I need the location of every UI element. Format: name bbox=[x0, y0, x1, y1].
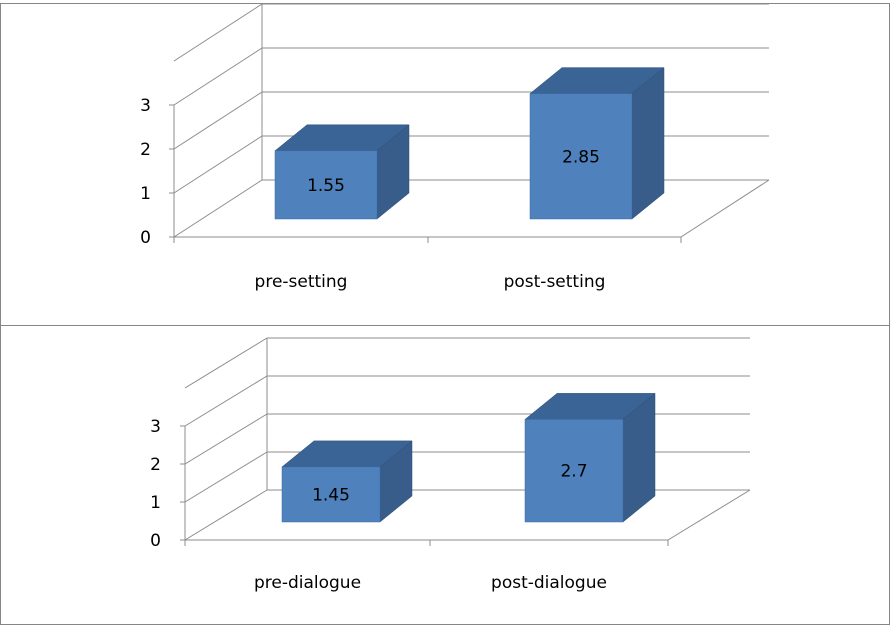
category-label: pre-setting bbox=[255, 272, 348, 292]
y-tick-label: 1 bbox=[140, 184, 151, 204]
side-wall-gridline bbox=[184, 413, 268, 465]
chart-bottom: 0 1 2 3 1.45 2.7 pre-dialogue post-dialogue bbox=[150, 337, 751, 593]
y-tick-label: 1 bbox=[150, 493, 161, 513]
bar-pre-dialogue bbox=[281, 466, 381, 523]
floor-edge bbox=[680, 179, 770, 238]
side-wall-gridline bbox=[184, 451, 268, 503]
data-label: 2.7 bbox=[560, 462, 587, 482]
y-tick-label: 0 bbox=[150, 531, 161, 551]
side-wall-gridline bbox=[173, 47, 263, 106]
side-wall-gridline bbox=[184, 337, 268, 389]
floor-edge bbox=[667, 489, 751, 541]
bar-post-setting bbox=[529, 93, 633, 220]
y-tick-label: 0 bbox=[140, 228, 151, 248]
category-label: post-dialogue bbox=[491, 573, 607, 593]
side-wall-gridline bbox=[173, 91, 263, 150]
y-tick-label: 2 bbox=[140, 140, 151, 160]
side-wall-gridline bbox=[173, 3, 263, 62]
data-label: 1.45 bbox=[312, 485, 350, 505]
chart-top: 0 1 2 3 1.55 2.85 pre-setting post-setting bbox=[140, 3, 770, 292]
data-label: 1.55 bbox=[307, 176, 345, 196]
side-wall-gridline bbox=[173, 179, 263, 238]
y-tick-label: 3 bbox=[140, 96, 151, 116]
side-wall-gridline bbox=[173, 135, 263, 194]
category-label: pre-dialogue bbox=[254, 573, 361, 593]
category-label: post-setting bbox=[504, 272, 606, 292]
data-label: 2.85 bbox=[562, 147, 600, 167]
bar-post-dialogue bbox=[524, 419, 624, 523]
bar-side-face bbox=[631, 67, 665, 220]
y-tick-label: 2 bbox=[150, 455, 161, 475]
bar-pre-setting bbox=[274, 150, 378, 220]
chart-panel-bottom: 0 1 2 3 1.45 2.7 pre-dialogue post-dialogue bbox=[0, 325, 890, 625]
side-wall-gridline bbox=[184, 375, 268, 427]
y-tick-label: 3 bbox=[150, 417, 161, 437]
side-wall-gridline bbox=[184, 489, 268, 541]
chart-panel-top: 0 1 2 3 1.55 2.85 pre-setting post-setting bbox=[0, 3, 890, 326]
